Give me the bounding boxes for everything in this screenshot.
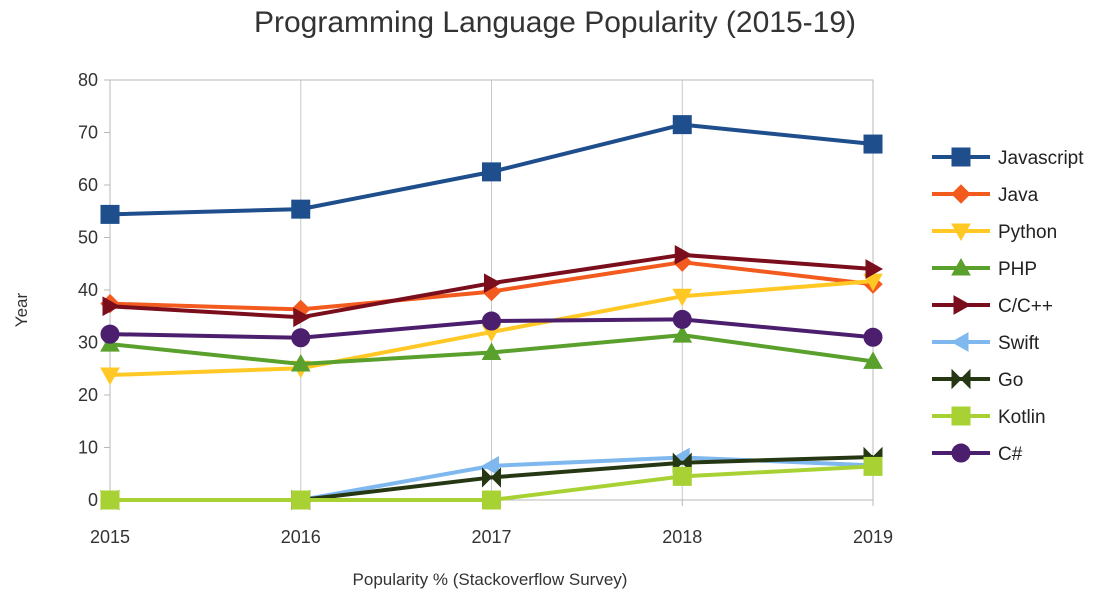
series-kotlin: [100, 456, 883, 510]
data-point-php: [290, 354, 311, 372]
x-axis-title: Popularity % (Stackoverflow Survey): [353, 570, 628, 589]
data-point-c: [672, 309, 692, 329]
y-tick-label: 0: [88, 490, 98, 510]
legend-marker: [951, 147, 971, 167]
y-tick-label: 10: [78, 438, 98, 458]
x-tick-label: 2019: [853, 527, 893, 547]
legend-item-swift: Swift: [932, 332, 1040, 354]
data-point-c: [100, 324, 120, 344]
series-javascript: [100, 115, 883, 224]
data-point-c: [291, 328, 311, 348]
legend-item-c-c: C/C++: [932, 295, 1053, 317]
data-point-kotlin: [482, 490, 501, 510]
x-tick-label: 2015: [90, 527, 130, 547]
data-point-c-c: [865, 259, 884, 279]
y-tick-label: 50: [78, 228, 98, 248]
data-point-c-c: [674, 244, 693, 265]
legend-label: C/C++: [998, 296, 1053, 317]
legend-item-python: Python: [932, 222, 1057, 243]
data-point-javascript: [672, 115, 692, 135]
x-tick-label: 2018: [662, 527, 702, 547]
legend-label: Kotlin: [998, 407, 1046, 428]
data-point-c-c: [293, 307, 311, 328]
legend-label: C#: [998, 444, 1023, 465]
legend-marker: [953, 295, 972, 315]
data-point-kotlin: [672, 466, 692, 486]
legend-item-php: PHP: [932, 257, 1037, 280]
legend-label: Python: [998, 222, 1057, 243]
x-tick-label: 2017: [471, 527, 511, 547]
y-axis-title: Year: [12, 292, 31, 327]
data-point-php: [863, 351, 883, 369]
y-tick-label: 20: [78, 385, 98, 405]
data-point-javascript: [863, 134, 883, 154]
legend-marker: [951, 368, 971, 390]
legend-label: Swift: [998, 333, 1040, 354]
legend-item-javascript: Javascript: [932, 147, 1084, 169]
legend-marker: [951, 406, 971, 426]
legend-item-java: Java: [932, 184, 1039, 206]
legend-label: Java: [998, 185, 1039, 206]
y-tick-label: 30: [78, 333, 98, 353]
chart-title: Programming Language Popularity (2015-19…: [253, 6, 857, 39]
series-php: [100, 325, 883, 372]
data-point-javascript: [482, 162, 501, 182]
data-point-python: [672, 288, 693, 307]
x-tick-label: 2016: [281, 527, 321, 547]
data-point-python: [100, 367, 120, 386]
legend-marker: [950, 332, 969, 352]
legend-marker: [951, 443, 971, 463]
data-point-swift: [481, 456, 499, 476]
y-tick-label: 80: [78, 70, 98, 90]
legend-item-c: C#: [932, 443, 1023, 465]
data-point-php: [672, 325, 693, 343]
data-point-c-c: [102, 296, 121, 317]
axis-layer: 0 10 20 30 40 50 60 70 80 2015 2016 2017 2018 2019: [78, 70, 893, 547]
data-point-php: [481, 342, 502, 360]
legend-marker: [951, 223, 971, 242]
legend-label: PHP: [998, 259, 1037, 280]
legend-item-kotlin: Kotlin: [932, 406, 1046, 428]
data-point-c: [482, 311, 501, 331]
legend-marker: [951, 257, 971, 276]
series-layer: [99, 115, 884, 511]
data-point-kotlin: [100, 490, 120, 510]
series-c: [100, 309, 883, 348]
data-point-c: [863, 327, 883, 347]
series-c-c: [102, 244, 884, 328]
legend-marker: [951, 184, 971, 204]
data-point-c-c: [484, 273, 502, 294]
y-tick-label: 70: [78, 123, 98, 143]
data-point-javascript: [100, 204, 120, 224]
y-tick-label: 60: [78, 175, 98, 195]
data-point-javascript: [291, 199, 311, 219]
data-point-kotlin: [863, 456, 883, 476]
legend: Javascript Java Python PHP C/C++ Swift Go Kotli…: [932, 147, 1084, 465]
legend-item-go: Go: [932, 368, 1023, 391]
legend-label: Go: [998, 370, 1023, 391]
data-point-go: [482, 467, 501, 488]
data-point-kotlin: [291, 490, 311, 510]
legend-label: Javascript: [998, 148, 1084, 169]
y-tick-label: 40: [78, 280, 98, 300]
